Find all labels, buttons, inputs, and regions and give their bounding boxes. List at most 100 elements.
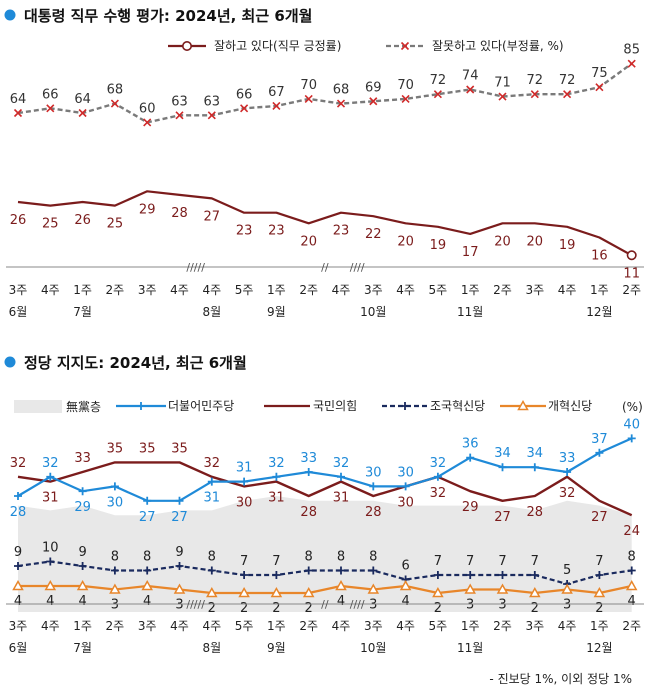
x-tick-label: 1주 [461, 283, 480, 297]
cho-label: 8 [111, 550, 119, 565]
x-tick-label: 4주 [170, 283, 189, 297]
month-label: 7월 [73, 305, 92, 319]
democratic-marker [46, 472, 55, 481]
cho-label: 6 [401, 559, 409, 574]
positive-rating-label: 19 [430, 238, 447, 253]
negative-rating-label: 68 [333, 83, 350, 98]
axis-break-mark: //// [350, 598, 365, 611]
cho-marker [175, 562, 184, 570]
democratic-label: 30 [397, 465, 414, 480]
reform-marker [367, 583, 380, 594]
democratic-label: 27 [139, 510, 156, 525]
reform-label: 3 [175, 598, 183, 613]
positive-rating-label: 23 [268, 224, 285, 239]
reform-marker [464, 583, 476, 594]
approval-chart-title: 대통령 직무 수행 평가: 2024년, 최근 6개월 [24, 7, 312, 25]
reform-marker [529, 586, 541, 598]
reform-marker [44, 579, 57, 591]
positive-rating-label: 26 [74, 213, 91, 228]
reform-line [18, 584, 632, 595]
x-tick-label: 4주 [41, 619, 60, 633]
ppp-label: 32 [559, 486, 576, 501]
democratic-marker [14, 492, 22, 500]
reform-label: 3 [111, 598, 119, 613]
cho-marker [240, 571, 249, 579]
negative-rating-label: 71 [494, 76, 511, 91]
positive-rating-line [17, 190, 633, 257]
negative-rating-marker [627, 59, 636, 68]
x-tick-label: 4주 [41, 283, 60, 297]
x-tick-label: 2주 [106, 283, 125, 297]
negative-rating-marker [46, 104, 55, 113]
reform-marker [496, 583, 509, 594]
legend-label: 개혁신당 [548, 399, 592, 413]
x-tick-label: 2주 [622, 619, 641, 633]
negative-rating-marker [563, 90, 572, 99]
month-label: 8월 [202, 305, 221, 319]
reform-label: 3 [498, 598, 506, 613]
ppp-label: 28 [300, 505, 317, 520]
cho-marker [14, 562, 22, 570]
reform-marker [432, 586, 444, 598]
month-label: 9월 [267, 305, 286, 319]
positive-rating-label: 11 [623, 266, 640, 281]
positive-rating-label: 28 [171, 206, 188, 221]
democratic-label: 33 [559, 451, 576, 466]
axis-break-mark: ///// [186, 598, 205, 611]
reform-marker [76, 579, 89, 591]
negative-rating-label: 64 [74, 92, 91, 107]
ppp-label: 24 [623, 524, 640, 539]
approval-plot: 64 66 64 68 60 63 63 66 67 70 68 69 70 72 74 71 72 72 75 85… [10, 43, 640, 282]
positive-rating-label: 29 [139, 202, 156, 217]
democratic-label: 32 [430, 456, 447, 471]
x-tick-label: 2주 [622, 283, 641, 297]
reform-label: 2 [434, 601, 442, 616]
cho-label: 8 [208, 550, 216, 565]
positive-rating-label: 20 [397, 234, 414, 249]
cho-marker [143, 566, 152, 575]
ppp-label: 32 [430, 486, 447, 501]
cho-marker [110, 566, 119, 575]
axis-break-mark: //// [350, 261, 365, 274]
party-legend: 無黨층 더불어민주당 국민의힘 조국혁신당 개혁신당 (%) [14, 399, 643, 414]
month-label: 11월 [457, 641, 483, 655]
cho-label: 7 [498, 554, 506, 569]
x-tick-label: 1주 [461, 619, 480, 633]
x-tick-label: 5주 [429, 283, 448, 297]
democratic-label: 30 [107, 495, 124, 510]
cho-marker [78, 562, 87, 570]
cho-label: 7 [595, 554, 603, 569]
negative-rating-label: 85 [623, 43, 640, 58]
party-x-axis: 3주 4주 1주 2주 3주 4주 4주 5주 1주 2주 4주 3주 4주 5주 1주 2주 3주 4주 1주 2주… [6, 598, 644, 655]
democratic-label: 40 [623, 417, 640, 432]
cho-marker [337, 566, 345, 575]
axis-break-mark: ///// [186, 261, 205, 274]
negative-rating-label: 70 [397, 78, 414, 93]
ppp-label: 35 [171, 441, 188, 456]
x-tick-label: 4주 [558, 619, 577, 633]
democratic-label: 34 [527, 446, 544, 461]
democratic-marker [240, 477, 249, 486]
reform-label: 4 [337, 594, 345, 609]
cho-marker [498, 571, 507, 579]
democratic-marker [433, 472, 442, 481]
reform-label: 2 [305, 601, 313, 616]
month-label: 10월 [360, 641, 386, 655]
legend-label: 더불어민주당 [168, 399, 234, 413]
negative-rating-label: 72 [527, 73, 544, 88]
approval-legend: 잘하고 있다(직무 긍정률) 잘못하고 있다(부정률, %) [168, 39, 564, 53]
positive-rating-label: 17 [462, 245, 479, 260]
footnote: - 진보당 1%, 이외 정당 1% [489, 672, 632, 686]
negative-rating-marker [175, 111, 184, 120]
ppp-label: 32 [10, 456, 27, 471]
democratic-marker [207, 477, 216, 486]
negative-rating-marker [272, 101, 281, 111]
x-tick-label: 1주 [73, 283, 92, 297]
x-tick-label: 1주 [267, 619, 286, 633]
democratic-marker [466, 453, 475, 462]
positive-rating-label: 16 [591, 249, 608, 264]
cho-marker [433, 571, 442, 579]
reform-marker [593, 586, 606, 598]
negative-rating-marker [207, 111, 216, 120]
ppp-label: 35 [107, 441, 124, 456]
